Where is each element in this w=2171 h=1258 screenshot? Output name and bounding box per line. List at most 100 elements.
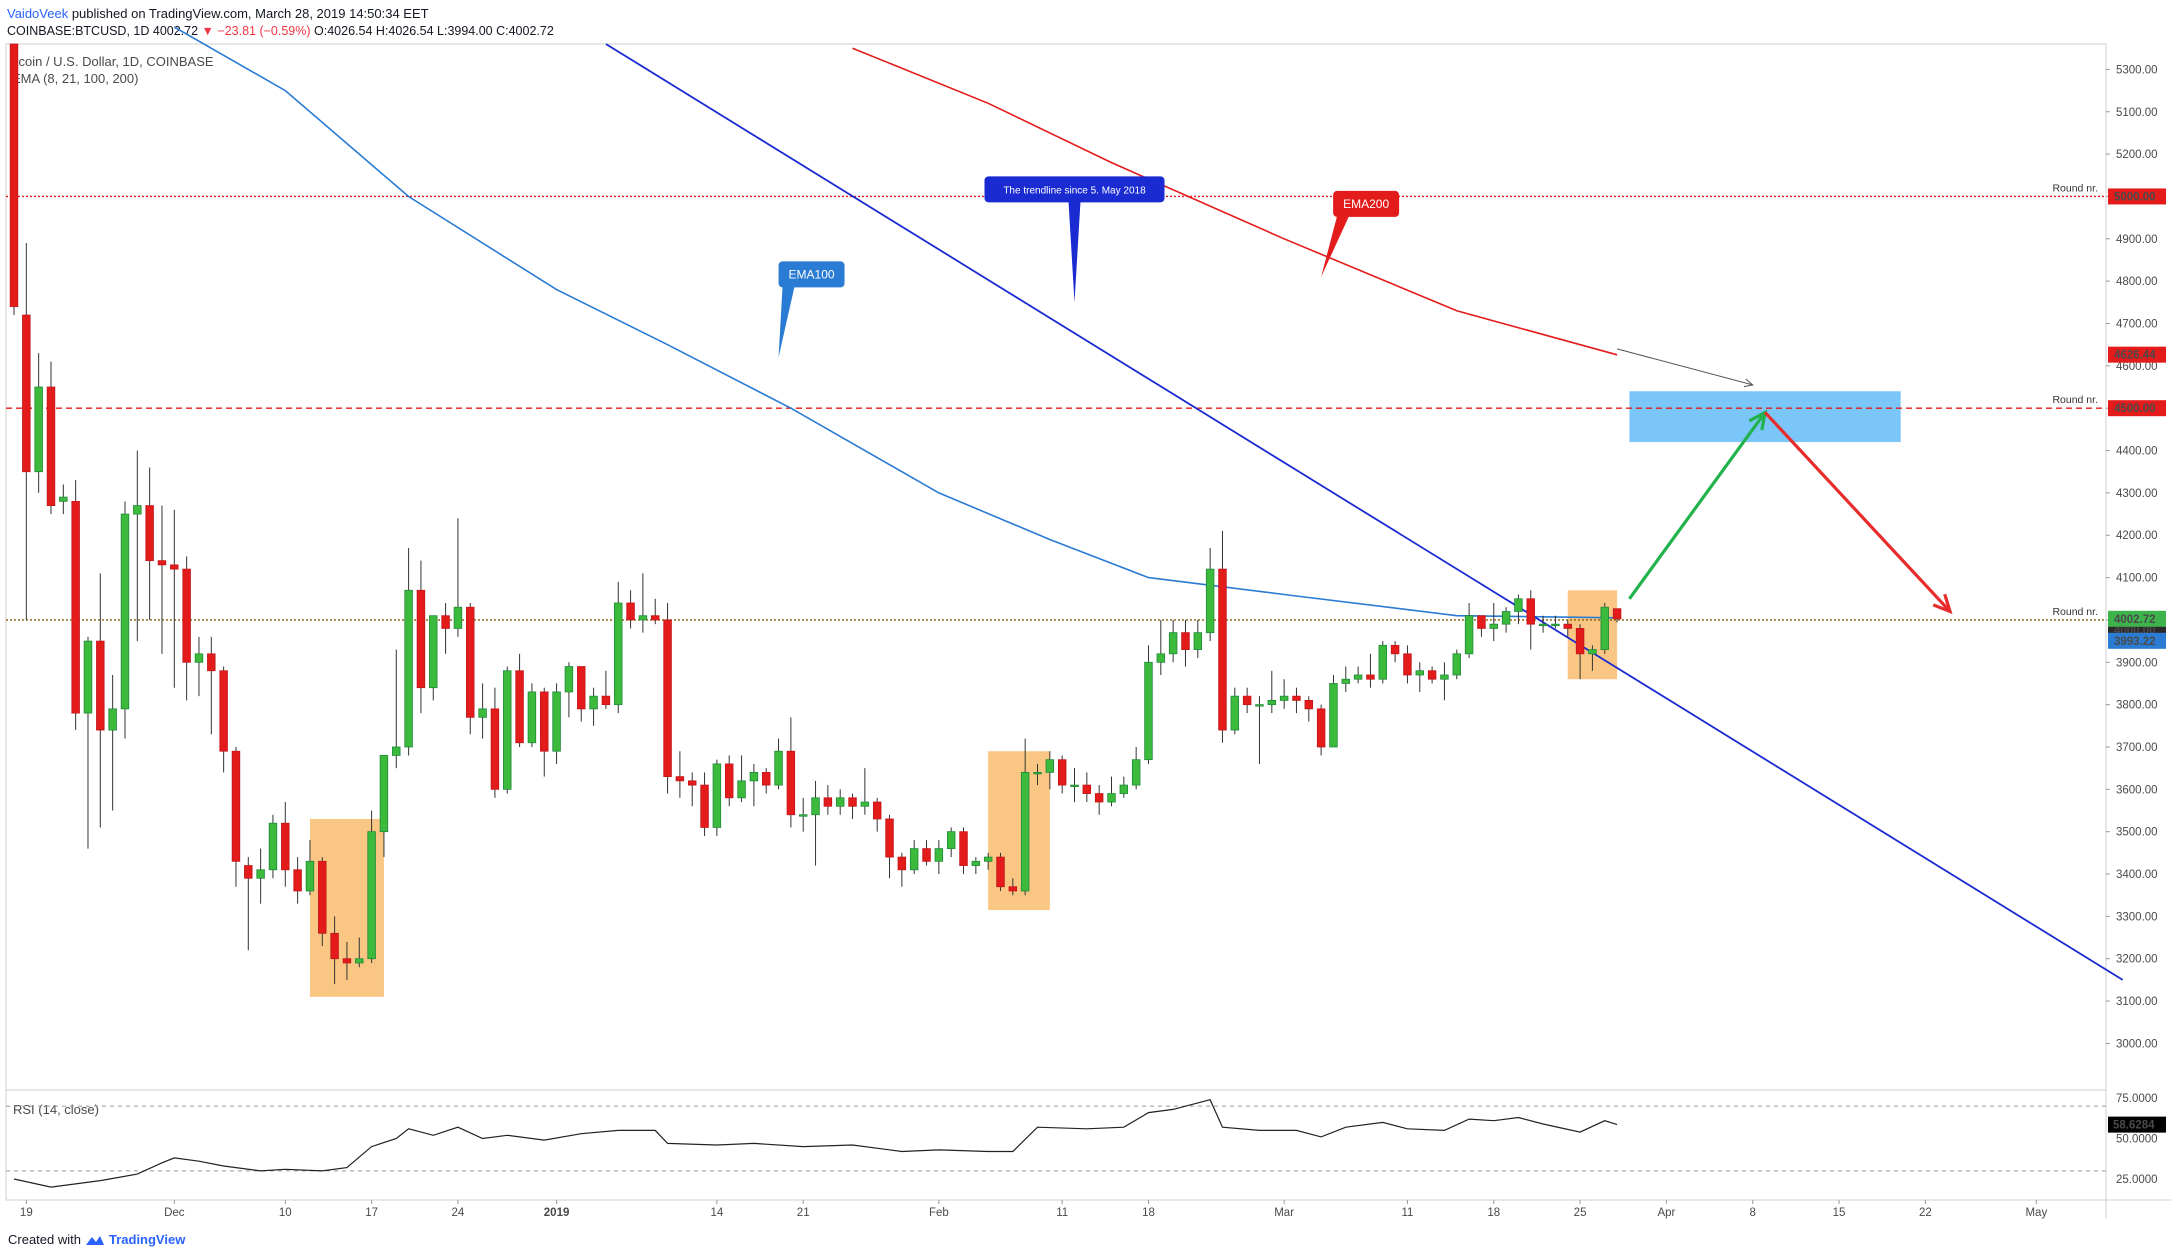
candle: [231, 746, 241, 887]
candle: [663, 602, 672, 794]
candle-body: [527, 691, 537, 744]
candle-body: [749, 771, 759, 782]
author-link[interactable]: VaidoVeek: [7, 6, 69, 21]
candle: [490, 687, 500, 798]
candle: [170, 509, 179, 688]
candle-body: [441, 615, 450, 629]
candle-body: [219, 670, 228, 752]
candle-body: [1440, 674, 1449, 680]
created-with-label: Created with: [8, 1232, 81, 1247]
price-axis[interactable]: 3000.00 3100.00 3200.00 3300.00 3400.00 3500.…: [2106, 64, 2158, 1050]
y-tick-label: 5200.00: [2116, 149, 2158, 161]
candle: [712, 759, 722, 836]
publish-date: published on TradingView.com, March 28, …: [71, 6, 429, 21]
candle-body: [207, 653, 216, 672]
candle: [256, 848, 265, 904]
candle-body: [835, 797, 845, 807]
candle-body: [959, 831, 968, 866]
x-tick-label: 11: [1056, 1207, 1068, 1219]
tradingview-brand[interactable]: TradingView: [108, 1232, 186, 1247]
time-axis[interactable]: 19 Dec 10 17 24 2019 14 21 Feb 11 18 Mar 11 18 25 Apr 8 1…: [20, 1200, 2048, 1219]
candle: [724, 755, 734, 807]
y-tick-label: 5100.00: [2116, 107, 2158, 119]
candle: [1366, 653, 1375, 688]
candle: [675, 751, 685, 798]
candle-body: [404, 589, 413, 748]
price-badge-bg: [2108, 400, 2166, 417]
candle: [1279, 679, 1289, 709]
candle-body: [22, 314, 31, 473]
candle: [909, 840, 919, 875]
candle: [1464, 602, 1474, 659]
candle-body: [983, 856, 993, 862]
candle-body: [268, 822, 278, 871]
price-badge-text: 4500.00: [2114, 403, 2156, 415]
candle: [355, 937, 364, 968]
ema100-line: [173, 26, 1618, 619]
candle-body: [453, 606, 463, 629]
candle-body: [293, 869, 302, 892]
candle: [601, 670, 611, 709]
candle-body: [860, 801, 870, 807]
tradingview-logo-icon: [85, 1235, 104, 1245]
candle-body: [688, 780, 697, 786]
candle-body: [1403, 653, 1412, 676]
candle: [1205, 547, 1215, 642]
candle-body: [182, 568, 191, 663]
candle-body: [1156, 653, 1166, 663]
candle: [466, 602, 475, 735]
candle-body: [1144, 661, 1153, 761]
candle-body: [675, 776, 685, 782]
candle-body: [367, 831, 376, 960]
candle: [1353, 666, 1363, 684]
candle-body: [1230, 695, 1240, 731]
candle-body: [71, 500, 80, 714]
rsi-line: [13, 1098, 1618, 1188]
candle-body: [1033, 771, 1042, 775]
candle-body: [700, 784, 709, 828]
candle: [638, 573, 648, 633]
candle: [1575, 624, 1585, 680]
candle: [614, 581, 623, 714]
candle: [1082, 772, 1092, 803]
candle: [293, 857, 302, 904]
candle: [1070, 768, 1079, 803]
candle-body: [614, 602, 623, 706]
candle-body: [577, 666, 586, 710]
candle: [1033, 763, 1042, 786]
candle: [157, 505, 167, 654]
candle-body: [1464, 615, 1474, 655]
candle-body: [379, 755, 389, 833]
candle: [934, 840, 944, 875]
rsi-label: RSI (14, close): [13, 1102, 99, 1117]
y-tick-label: 3200.00: [2116, 954, 2158, 966]
candle-body: [564, 666, 574, 693]
candle: [1403, 645, 1412, 684]
candle-body: [909, 848, 919, 871]
candle: [120, 501, 130, 739]
arrow-head-3: [1743, 378, 1754, 388]
y-tick-label: 3700.00: [2116, 742, 2158, 754]
candle: [1218, 531, 1227, 743]
x-tick-label: Apr: [1657, 1207, 1675, 1219]
candle: [1230, 687, 1240, 735]
ema200-line: [852, 47, 1618, 356]
candle-body: [1020, 771, 1030, 892]
callout-text: The trendline since 5. May 2018: [1003, 185, 1146, 196]
candle-body: [1242, 695, 1252, 706]
candle: [1329, 674, 1338, 748]
level-label: Round nr.: [2052, 394, 2098, 406]
x-tick-label: 17: [365, 1207, 378, 1219]
candle: [1341, 666, 1351, 692]
rsi-pane[interactable]: [5, 1089, 2107, 1201]
candle: [1452, 649, 1461, 680]
candle: [515, 653, 524, 747]
price-badge-bg: [2108, 632, 2166, 649]
candle-body: [330, 932, 339, 960]
candle: [651, 598, 660, 625]
candle-body: [429, 615, 438, 689]
candle-body: [1600, 606, 1609, 650]
candle-body: [1501, 611, 1511, 625]
rsi-tick-label: 25.0000: [2116, 1174, 2158, 1186]
